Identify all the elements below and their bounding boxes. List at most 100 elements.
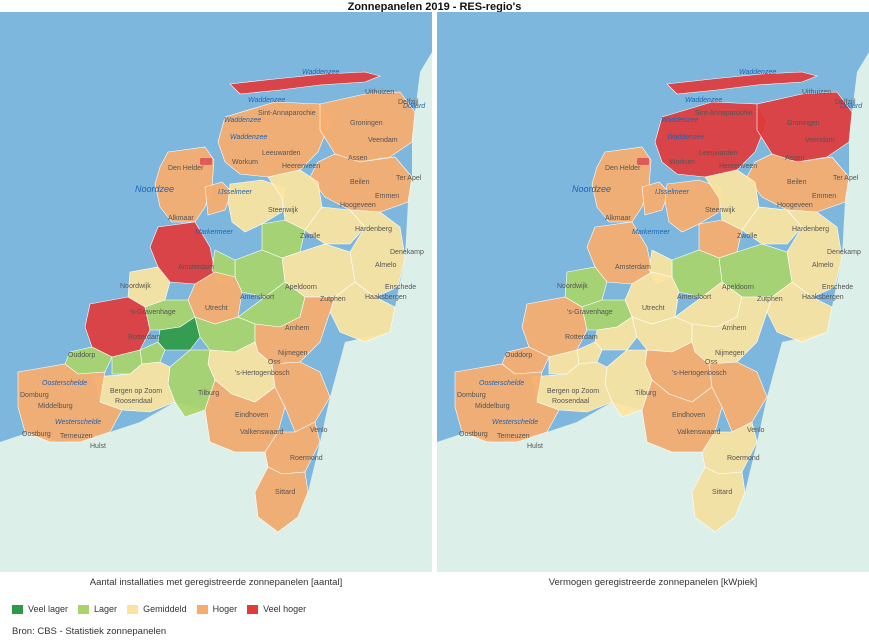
place-label-apeldoorn: Apeldoorn (722, 284, 754, 291)
place-label-s-hertogenbosch: 's-Hertogenbosch (672, 370, 727, 377)
place-label-den-helder: Den Helder (605, 165, 641, 172)
place-label-domburg: Domburg (20, 392, 49, 399)
place-label-oosterschelde: Oosterschelde (479, 380, 524, 387)
place-label-bergen-op-zoom: Bergen op Zoom (547, 388, 599, 395)
place-label-steenwijk: Steenwijk (268, 207, 298, 214)
place-label-markermeer: Markermeer (632, 229, 670, 236)
place-label-dollard: Dollard (403, 103, 426, 110)
place-label-workum: Workum (669, 159, 695, 166)
place-label-alkmaar: Alkmaar (605, 215, 631, 222)
place-label-amsterdam: Amsterdam (178, 264, 214, 271)
legend-label: Veel hoger (263, 604, 307, 614)
place-label-rotterdam: Rotterdam (565, 334, 598, 341)
place-label-wadden2: Waddenzee (248, 97, 285, 104)
legend-item-hoger: Hoger (196, 604, 238, 614)
place-label-haaksbergen: Haaksbergen (802, 294, 844, 301)
place-label-emmen: Emmen (812, 193, 836, 200)
legend-swatch (12, 604, 23, 614)
place-label-leeuwarden: Leeuwarden (699, 150, 738, 157)
map-panel-installations[interactable]: Waddenzee Waddenzee Waddenzee Waddenzee Noor… (0, 12, 432, 572)
region-zuid-limburg[interactable] (691, 466, 746, 533)
map-caption-capacity: Vermogen geregistreerde zonnepanelen [kW… (548, 577, 758, 588)
region-waddeneilanden[interactable] (229, 71, 381, 95)
place-label-s-hertogenbosch: 's-Hertogenbosch (235, 370, 290, 377)
road-marker-a7 (637, 158, 649, 165)
region-achterhoek[interactable] (329, 281, 396, 343)
neighbouring-land (437, 52, 869, 572)
place-label-terneuzen: Terneuzen (497, 433, 530, 440)
region-waddeneilanden[interactable] (666, 71, 818, 95)
place-label-uithuizen: Uithuizen (802, 89, 831, 96)
place-label-wadden4: Waddenzee (667, 134, 704, 141)
place-label-heerenveen: Heerenveen (719, 163, 757, 170)
place-label-almelo: Almelo (812, 262, 834, 269)
place-label-sint-annaparochie: Sint-Annaparochie (695, 110, 753, 117)
legend-label: Veel lager (28, 604, 69, 614)
choropleth-map[interactable]: Waddenzee Waddenzee Waddenzee Waddenzee Noor… (437, 12, 869, 572)
place-label-assen: Assen (785, 155, 805, 162)
region-groningen[interactable] (319, 91, 416, 163)
place-label-roosendaal: Roosendaal (552, 398, 590, 405)
place-label-roermond: Roermond (727, 455, 760, 462)
region-zuid-limburg[interactable] (254, 466, 309, 533)
place-label-hoogeveen: Hoogeveen (777, 202, 813, 209)
place-label-noordzee: Noordzee (135, 184, 174, 194)
place-label-uithuizen: Uithuizen (365, 89, 394, 96)
legend-label: Lager (94, 604, 118, 614)
place-label-denekamp: Denekamp (827, 249, 861, 256)
place-label-delfzijl: Delfzijl (835, 99, 856, 106)
chart-title: Zonnepanelen 2019 - RES-regio's (347, 1, 522, 13)
legend-item-veel-hoger: Veel hoger (247, 604, 306, 614)
place-label-terneuzen: Terneuzen (60, 433, 93, 440)
region-twente[interactable] (786, 209, 843, 298)
region-noord-limburg[interactable] (708, 361, 768, 433)
place-label-apeldoorn: Apeldoorn (285, 284, 317, 291)
place-label-oostburg: Oostburg (459, 431, 488, 438)
place-label-steenwijk: Steenwijk (705, 207, 735, 214)
place-label-markermeer: Markermeer (195, 229, 233, 236)
place-label-wadden3: Waddenzee (224, 117, 261, 124)
place-label-tilburg: Tilburg (635, 390, 656, 397)
legend-item-lager: Lager (78, 604, 117, 614)
place-label-heerenveen: Heerenveen (282, 163, 320, 170)
place-label-zutphen: Zutphen (757, 296, 783, 303)
place-label-veendam: Veendam (805, 137, 835, 144)
legend: Veel lager Lager Gemiddeld Hoger Veel hoger (12, 604, 306, 614)
place-label-zwolle: Zwolle (300, 233, 320, 240)
place-label-eindhoven: Eindhoven (235, 412, 268, 419)
legend-label: Gemiddeld (143, 604, 187, 614)
place-label-ter-apel: Ter Apel (396, 175, 422, 182)
region-noord-limburg[interactable] (271, 361, 331, 433)
legend-label: Hoger (212, 604, 238, 614)
region-achterhoek[interactable] (766, 281, 833, 343)
place-label-noordzee: Noordzee (572, 184, 611, 194)
place-label-westerschelde: Westerschelde (492, 419, 538, 426)
place-label-utrecht: Utrecht (205, 305, 228, 312)
place-label-ijsselmeer: IJsselmeer (218, 189, 253, 196)
region-zeeland[interactable] (454, 363, 560, 443)
place-label-wadden4: Waddenzee (230, 134, 267, 141)
legend-swatch (78, 604, 90, 614)
place-label-beilen: Beilen (350, 179, 370, 186)
source-note: Bron: CBS - Statistiek zonnepanelen (12, 626, 167, 637)
map-panel-capacity[interactable]: Waddenzee Waddenzee Waddenzee Waddenzee Noor… (437, 12, 869, 572)
legend-item-gemiddeld: Gemiddeld (127, 604, 187, 614)
choropleth-map[interactable]: Waddenzee Waddenzee Waddenzee Waddenzee Noor… (0, 12, 432, 572)
place-label-amsterdam: Amsterdam (615, 264, 651, 271)
region-zeeland[interactable] (17, 363, 123, 443)
region-groningen[interactable] (756, 91, 853, 163)
place-label-middelburg: Middelburg (38, 403, 73, 410)
place-label-roermond: Roermond (290, 455, 323, 462)
place-label-wadden1: Waddenzee (739, 69, 776, 76)
region-rotterdam-den-haag[interactable] (84, 296, 151, 358)
place-label-noordwijk: Noordwijk (557, 283, 588, 290)
place-label-tilburg: Tilburg (198, 390, 219, 397)
legend-swatch (196, 604, 208, 614)
place-label-denekamp: Denekamp (390, 249, 424, 256)
place-label-dollard: Dollard (840, 103, 863, 110)
place-label-bergen-op-zoom: Bergen op Zoom (110, 388, 162, 395)
place-label-den-helder: Den Helder (168, 165, 204, 172)
place-label-amersfoort: Amersfoort (677, 294, 711, 301)
region-twente[interactable] (349, 209, 406, 298)
region-rotterdam-den-haag[interactable] (521, 296, 588, 358)
